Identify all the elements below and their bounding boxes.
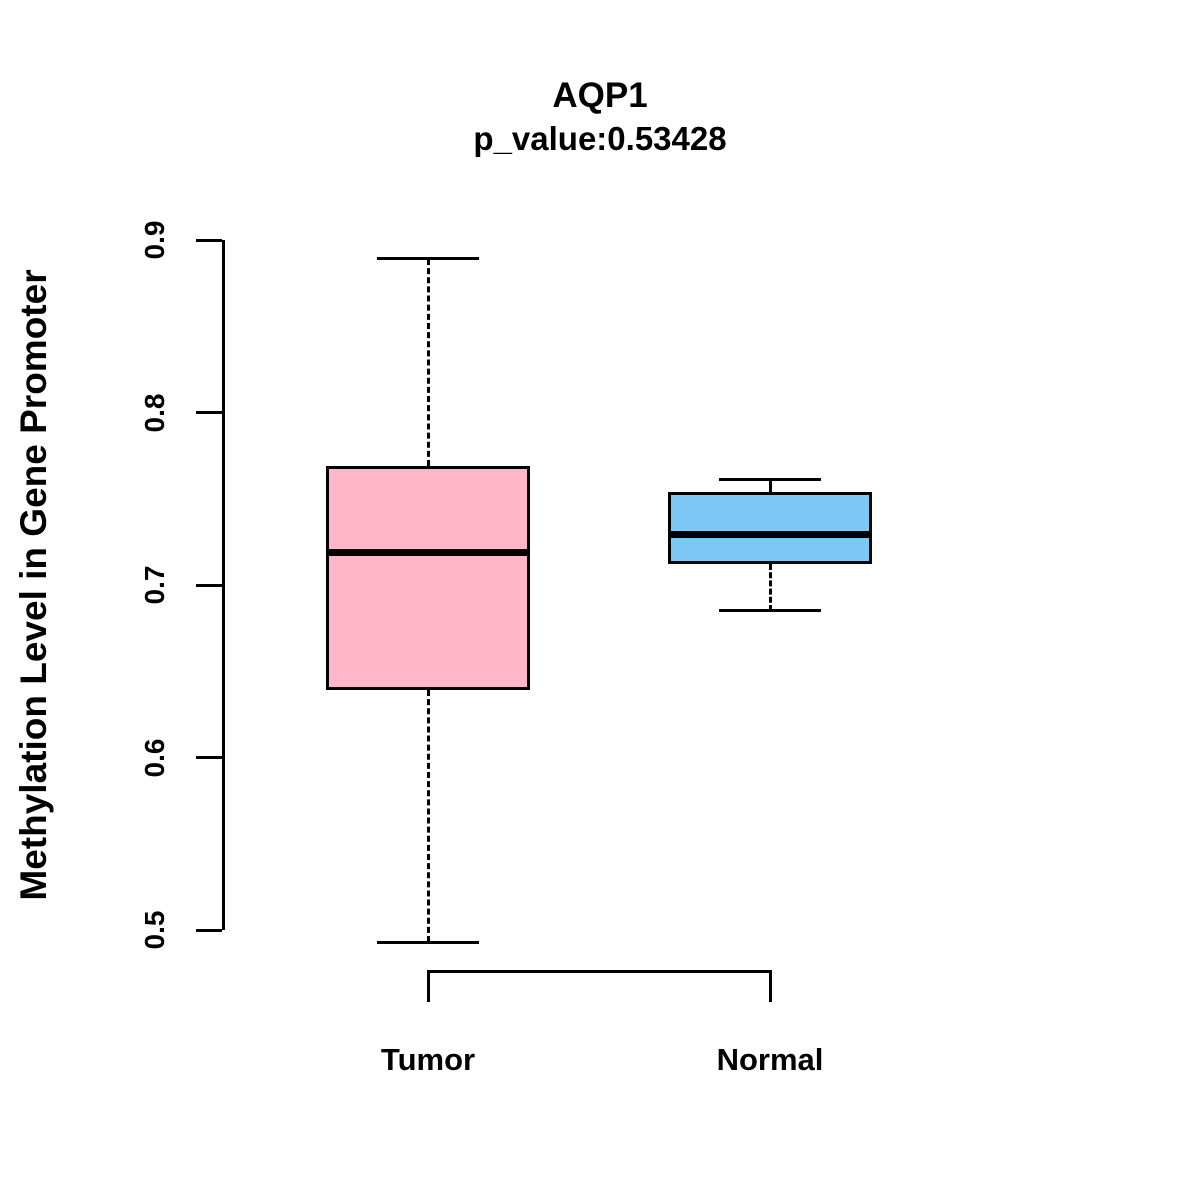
whisker-line-upper xyxy=(426,258,430,466)
median-line-tumor xyxy=(326,548,530,556)
y-axis-tick xyxy=(196,238,222,242)
y-tick-label: 0.8 xyxy=(139,393,170,432)
box-tumor xyxy=(326,465,530,691)
box-normal xyxy=(668,491,872,565)
y-axis-line xyxy=(222,240,225,930)
y-axis-tick xyxy=(196,928,222,932)
chart-subtitle: p_value:0.53428 xyxy=(473,120,727,157)
y-tick-label: 0.7 xyxy=(139,565,170,605)
category-label-normal: Normal xyxy=(716,1042,824,1077)
chart-title: AQP1 xyxy=(552,76,648,115)
x-axis-tick xyxy=(768,970,772,1002)
y-tick-label: 0.6 xyxy=(139,738,170,777)
whisker-line-upper xyxy=(768,479,772,492)
y-axis-tick xyxy=(196,756,222,759)
whisker-line-lower xyxy=(768,564,772,611)
x-axis-tick xyxy=(426,970,430,1002)
y-axis-tick xyxy=(196,583,222,587)
whisker-cap-lower xyxy=(377,940,479,944)
whisker-line-lower xyxy=(426,690,430,943)
whisker-cap-upper xyxy=(719,478,821,482)
whisker-cap-lower xyxy=(719,609,821,613)
whisker-cap-upper xyxy=(377,257,479,261)
y-tick-label: 0.9 xyxy=(139,220,170,260)
category-label-tumor: Tumor xyxy=(380,1042,476,1077)
y-axis-tick xyxy=(196,411,222,414)
median-line-normal xyxy=(668,531,872,539)
y-tick-label: 0.5 xyxy=(139,910,170,950)
x-axis-line xyxy=(428,970,770,973)
